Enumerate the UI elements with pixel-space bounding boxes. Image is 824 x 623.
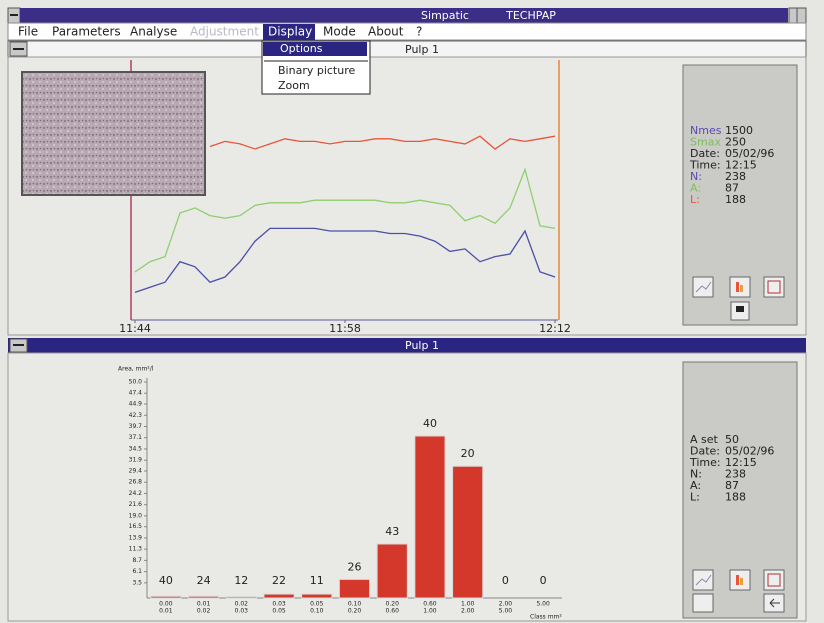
y-tick-label: 29.4 [129,467,143,474]
x-tick-label: 0.02 [197,608,211,615]
count-label: 0 [502,574,509,587]
table-button[interactable] [764,277,784,297]
x-tick-label: 5.00 [536,601,550,608]
page: Simpatic TECHPAP File Parameters Analyse… [0,0,824,623]
menu-bar [8,23,806,40]
sample-image [22,72,205,195]
y-tick-label: 3.5 [132,579,142,586]
menu-item[interactable]: ? [416,25,422,39]
print-button[interactable] [693,594,713,612]
x-tick-label: 0.20 [386,601,400,608]
y-tick-label: 50.0 [129,379,143,386]
monitor-icon [736,306,744,312]
x-tick-label: 0.60 [386,608,400,615]
x-tick-label: 0.10 [348,601,362,608]
x-tick-label: 0.01 [197,601,211,608]
dropdown-item[interactable]: Zoom [278,79,310,92]
y-tick-label: 16.5 [129,523,143,530]
project-title: TECHPAP [505,9,556,22]
histogram-icon [740,285,743,292]
y-tick-label: 42.3 [129,412,143,419]
window-title: Pulp 1 [405,43,439,56]
x-tick-label: 0.00 [159,601,173,608]
x-tick-label: 0.05 [310,601,324,608]
minimize-button[interactable] [789,8,797,23]
menu-item[interactable]: Analyse [130,25,177,39]
bar [453,466,483,598]
count-label: 0 [540,574,547,587]
dropdown-item[interactable]: Options [280,42,323,55]
restore-button[interactable] [797,8,806,23]
y-tick-label: 26.8 [129,479,143,486]
x-tick-label: 1.00 [423,608,437,615]
title-bar [20,8,788,23]
menu-item-disabled: Adjustment [190,25,259,39]
x-tick-label: 2.00 [499,601,513,608]
x-tick-label: 0.03 [272,601,286,608]
app-title: Simpatic [421,9,469,22]
y-tick-label: 6.1 [132,568,142,575]
x-tick-label: 0.03 [235,608,249,615]
y-tick-label: 19.0 [129,512,143,519]
x-tick-label: 2.00 [461,608,475,615]
y-tick-label: 47.4 [129,390,143,397]
screen: Simpatic TECHPAP File Parameters Analyse… [0,0,824,623]
count-label: 24 [197,574,211,587]
count-label: 40 [423,417,437,430]
bar [377,544,407,598]
menu-item[interactable]: About [368,25,404,39]
bar [151,596,181,598]
y-tick-label: 13.9 [129,534,143,541]
y-tick-label: 21.6 [129,501,143,508]
bar [189,596,219,598]
bar [415,436,445,598]
y-tick-label: 39.7 [129,423,143,430]
info-value: 188 [725,491,746,504]
y-tick-label: 24.2 [129,490,143,497]
y-tick-label: 37.1 [129,434,143,441]
info-label: L: [690,491,700,504]
bar [226,597,256,598]
x-axis-label: Class mm² [530,614,562,621]
menu-item[interactable]: File [18,25,38,39]
count-label: 40 [159,574,173,587]
x-tick-label: 0.01 [159,608,173,615]
bar [302,594,332,598]
info-label: L: [690,193,700,206]
count-label: 22 [272,574,286,587]
dropdown-item[interactable]: Binary picture [278,64,355,77]
x-tick-label: 12:12 [539,322,571,335]
x-tick-label: 0.05 [272,608,286,615]
x-tick-label: 11:58 [329,322,361,335]
x-tick-label: 0.10 [310,608,324,615]
x-tick-label: 0.60 [423,601,437,608]
y-tick-label: 8.7 [132,557,142,564]
table-button[interactable] [764,570,784,590]
bar [339,579,369,598]
histogram-icon [736,575,739,585]
x-tick-label: 11:44 [119,322,151,335]
x-tick-label: 1.00 [461,601,475,608]
histogram-icon [740,578,743,585]
count-label: 26 [348,560,362,573]
x-tick-label: 0.20 [348,608,362,615]
y-axis-label: Area, mm²/l [118,366,154,373]
count-label: 11 [310,574,324,587]
count-label: 12 [234,574,248,587]
y-tick-label: 31.9 [129,457,143,464]
count-label: 20 [461,447,475,460]
histogram-icon [736,282,739,292]
count-label: 43 [385,525,399,538]
menu-item[interactable]: Mode [323,25,356,39]
bar [264,594,294,598]
y-tick-label: 44.9 [129,401,143,408]
y-tick-label: 34.5 [129,445,143,452]
menu-item[interactable]: Parameters [52,25,121,39]
x-tick-label: 0.02 [235,601,249,608]
x-tick-label: 5.00 [499,608,513,615]
window-title: Pulp 1 [405,339,439,352]
menu-item-active[interactable]: Display [268,25,312,39]
y-tick-label: 11.3 [129,546,143,553]
info-value: 188 [725,193,746,206]
